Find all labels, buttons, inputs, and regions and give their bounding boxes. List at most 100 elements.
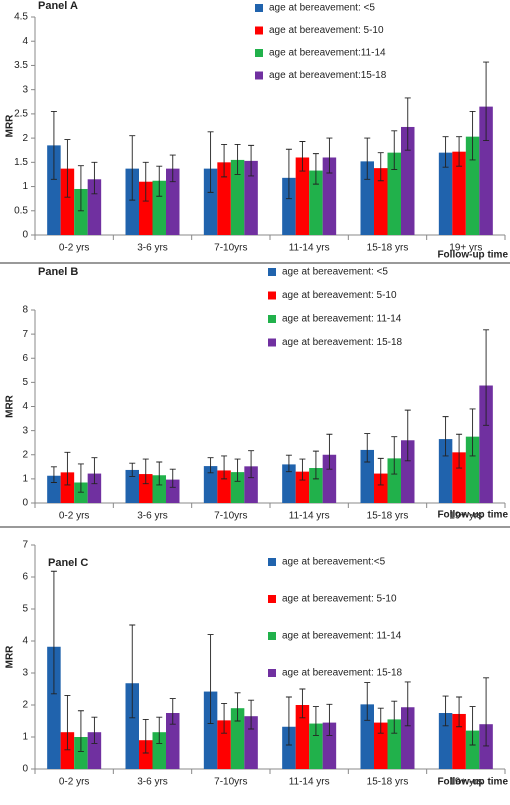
y-axis-label: MRR bbox=[5, 114, 16, 138]
bar bbox=[60, 732, 75, 769]
bar bbox=[87, 732, 102, 769]
bar bbox=[47, 646, 61, 769]
bar bbox=[282, 464, 296, 503]
error-bar bbox=[129, 624, 136, 719]
error-bar bbox=[248, 699, 255, 730]
bar bbox=[166, 479, 180, 503]
bar bbox=[387, 152, 401, 235]
bar bbox=[282, 177, 296, 235]
bar bbox=[374, 473, 388, 503]
x-tick-label: 7-10yrs bbox=[214, 777, 247, 788]
error-bar bbox=[326, 703, 333, 736]
y-tick-label: 3 bbox=[22, 668, 28, 679]
legend-key bbox=[255, 26, 263, 35]
bar bbox=[387, 719, 401, 769]
x-tick-label: 11-14 yrs bbox=[289, 243, 330, 254]
bar bbox=[387, 458, 401, 503]
error-bar bbox=[169, 468, 176, 488]
x-tick-label: 19+ yrs bbox=[449, 511, 482, 522]
bar bbox=[309, 170, 323, 235]
x-tick-label: 15-18 yrs bbox=[367, 511, 409, 522]
error-bar bbox=[207, 131, 214, 193]
bar bbox=[166, 713, 180, 769]
bar bbox=[139, 740, 153, 769]
y-tick-label: 0 bbox=[22, 498, 28, 509]
x-tick-label: 11-14 yrs bbox=[289, 777, 330, 788]
bar bbox=[401, 126, 415, 235]
y-axis-label: MRR bbox=[5, 394, 16, 418]
y-tick-label: 4 bbox=[22, 636, 28, 647]
error-bar bbox=[64, 451, 71, 486]
bar bbox=[479, 385, 493, 503]
error-bar bbox=[50, 111, 57, 180]
bar bbox=[374, 168, 388, 235]
error-bar bbox=[248, 144, 255, 177]
error-bar bbox=[456, 696, 463, 728]
bar bbox=[139, 474, 153, 503]
bar bbox=[479, 724, 493, 769]
error-bar bbox=[169, 154, 176, 183]
y-tick-label: 2 bbox=[22, 449, 28, 460]
error-bar bbox=[483, 329, 490, 426]
y-tick-label: 5 bbox=[22, 377, 28, 388]
error-bar bbox=[483, 61, 490, 141]
error-bar bbox=[77, 463, 84, 493]
legend-key bbox=[268, 338, 276, 347]
x-tick-label: 0-2 yrs bbox=[59, 243, 90, 254]
y-tick-label: 2 bbox=[22, 133, 28, 144]
error-bar bbox=[207, 457, 214, 474]
y-tick-label: 1 bbox=[22, 732, 28, 743]
x-tick-label: 3-6 yrs bbox=[137, 777, 168, 788]
bar bbox=[47, 145, 61, 235]
error-bar bbox=[312, 153, 319, 185]
y-tick-label: 0 bbox=[22, 230, 28, 241]
bar bbox=[217, 162, 231, 235]
error-bar bbox=[91, 161, 98, 195]
error-bar bbox=[207, 634, 214, 725]
error-bar bbox=[377, 707, 384, 734]
error-bar bbox=[156, 461, 163, 486]
bar bbox=[309, 468, 323, 503]
legend-key bbox=[268, 268, 276, 276]
legend-label: age at bereavement: 5-10 bbox=[269, 25, 384, 36]
x-axis-label: Follow-up time bbox=[437, 510, 508, 521]
bar bbox=[309, 723, 323, 769]
bar bbox=[452, 452, 466, 503]
bar bbox=[152, 475, 166, 503]
bar bbox=[230, 472, 245, 503]
bar bbox=[203, 168, 218, 235]
bar bbox=[152, 180, 166, 235]
y-tick-label: 3 bbox=[22, 84, 28, 95]
legend-label: age at bereavement:15-18 bbox=[269, 70, 387, 81]
x-tick-label: 3-6 yrs bbox=[137, 511, 168, 522]
error-bar bbox=[221, 143, 228, 178]
bar bbox=[322, 722, 337, 769]
x-tick-label: 15-18 yrs bbox=[367, 243, 409, 254]
bar bbox=[230, 708, 245, 769]
legend-label: age at bereavement:11-14 bbox=[269, 48, 386, 59]
y-tick-label: 1 bbox=[22, 181, 28, 192]
bar bbox=[360, 449, 374, 503]
y-tick-label: 4 bbox=[22, 401, 28, 412]
legend-key bbox=[255, 71, 263, 80]
legend-label: age at bereavement: 15-18 bbox=[282, 337, 403, 348]
bar bbox=[438, 152, 453, 235]
legend-key bbox=[255, 4, 263, 12]
panel-title: Panel B bbox=[38, 266, 78, 278]
error-bar bbox=[391, 700, 398, 734]
error-bar bbox=[391, 130, 398, 171]
bar bbox=[465, 730, 480, 769]
error-bar bbox=[156, 165, 163, 197]
y-tick-label: 0 bbox=[22, 764, 28, 775]
y-tick-label: 1.5 bbox=[14, 157, 28, 168]
error-bar bbox=[64, 139, 71, 198]
legend-key bbox=[268, 315, 276, 323]
bar bbox=[452, 151, 466, 235]
y-tick-label: 1 bbox=[22, 474, 28, 485]
error-bar bbox=[91, 716, 98, 744]
error-bar bbox=[285, 454, 292, 473]
error-bar bbox=[142, 161, 149, 202]
error-bar bbox=[312, 450, 319, 480]
error-bar bbox=[377, 457, 384, 486]
error-bar bbox=[91, 457, 98, 485]
